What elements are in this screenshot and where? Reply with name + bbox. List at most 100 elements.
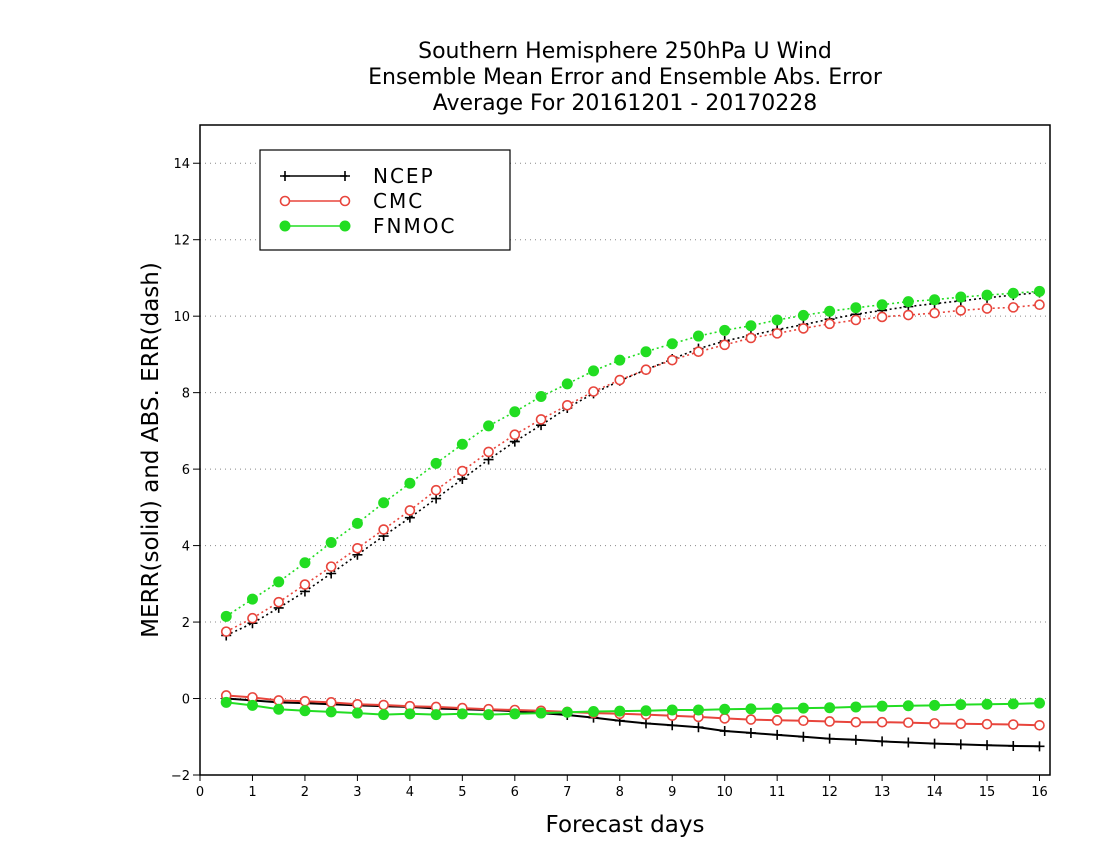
x-tick-label: 13	[874, 785, 891, 800]
fnmoc-abs-error-point	[509, 406, 521, 418]
fnmoc-mean-error-point	[1034, 697, 1046, 709]
cmc-mean-error-point	[1007, 719, 1019, 730]
chart-title: Southern Hemisphere 250hPa U Wind Ensemb…	[368, 39, 883, 116]
cmc-abs-error-point	[981, 303, 993, 314]
cmc-mean-error-point	[719, 713, 730, 724]
cmc-abs-error-point	[220, 626, 232, 637]
cmc-abs-error-point	[509, 429, 521, 441]
fnmoc-abs-error-point	[561, 378, 573, 390]
series-cmc	[220, 299, 1045, 731]
fnmoc-mean-error-point	[561, 706, 573, 718]
legend-marker-ncep	[340, 171, 350, 181]
fnmoc-mean-error-point	[902, 700, 914, 712]
fnmoc-abs-error-point	[902, 296, 914, 308]
fnmoc-mean-error-point	[666, 704, 678, 716]
fnmoc-abs-error-point	[483, 420, 495, 432]
cmc-abs-error-point	[693, 346, 704, 358]
legend-marker-cmc	[339, 195, 351, 207]
cmc-abs-error-point	[955, 305, 967, 316]
cmc-abs-error-point	[850, 314, 862, 326]
x-tick-label: 3	[353, 785, 361, 800]
fnmoc-abs-error-point	[325, 537, 337, 549]
cmc-abs-error-point	[640, 364, 652, 376]
cmc-abs-error-point	[876, 311, 888, 323]
cmc-mean-error-point	[981, 718, 993, 730]
fnmoc-abs-error-point	[614, 354, 626, 366]
x-tick-label: 5	[458, 785, 466, 800]
ncep-mean-error-point	[1034, 741, 1045, 752]
cmc-mean-error-point	[929, 718, 940, 729]
x-tick-label: 16	[1031, 785, 1048, 800]
fnmoc-abs-error-point	[220, 610, 232, 622]
fnmoc-abs-error-point	[929, 294, 941, 306]
cmc-abs-error-point	[430, 484, 442, 496]
cmc-abs-error-point	[588, 386, 599, 397]
fnmoc-abs-error-point	[378, 497, 390, 509]
legend-box	[259, 149, 511, 251]
fnmoc-abs-error-point	[430, 457, 442, 469]
cmc-abs-error-point	[771, 328, 783, 339]
fnmoc-mean-error-point	[929, 699, 941, 711]
cmc-abs-error-point	[1007, 302, 1019, 313]
x-tick-label: 0	[196, 785, 204, 800]
cmc-abs-error-point	[824, 318, 835, 330]
fnmoc-mean-error-point	[483, 709, 495, 721]
ncep-abs-error-line	[225, 291, 1040, 637]
ncep-mean-error-point	[693, 722, 704, 733]
fnmoc-mean-error-point	[220, 696, 232, 708]
fnmoc-abs-error-point	[771, 314, 783, 326]
fnmoc-abs-error-point	[273, 576, 285, 588]
ncep-mean-error-point	[772, 729, 783, 740]
legend-marker-fnmoc	[339, 220, 351, 232]
legend-label-fnmoc: FNMOC	[373, 214, 456, 238]
ncep-mean-error-point	[745, 727, 756, 738]
fnmoc-abs-error-point	[824, 305, 836, 317]
x-tick-label: 14	[926, 785, 943, 800]
fnmoc-mean-error-point	[378, 709, 390, 721]
y-tick-label: 14	[173, 157, 190, 172]
legend-marker-ncep	[280, 171, 290, 181]
fnmoc-abs-error-point	[797, 309, 809, 321]
cmc-abs-error-point	[903, 309, 914, 321]
ncep-mean-error-point	[903, 737, 914, 748]
fnmoc-mean-error-point	[797, 702, 809, 714]
ncep-mean-error-point	[877, 736, 888, 747]
cmc-abs-error-point	[457, 465, 468, 477]
fnmoc-abs-error-point	[981, 289, 993, 301]
cmc-mean-error-point	[850, 716, 862, 728]
cmc-mean-error-point	[273, 695, 285, 706]
fnmoc-abs-error-point	[1007, 287, 1019, 299]
cmc-abs-error-point	[614, 374, 626, 386]
cmc-abs-error-point	[299, 579, 311, 590]
fnmoc-mean-error-point	[456, 708, 468, 720]
cmc-mean-error-point	[824, 716, 835, 727]
cmc-abs-error-point	[929, 307, 940, 319]
fnmoc-abs-error-point	[1034, 285, 1046, 297]
cmc-mean-error-point	[771, 715, 783, 726]
x-tick-label: 1	[248, 785, 256, 800]
y-tick-label: 6	[182, 463, 190, 478]
cmc-abs-error-point	[404, 505, 416, 516]
x-tick-label: 2	[301, 785, 309, 800]
fnmoc-mean-error-point	[876, 700, 888, 712]
x-tick-label: 11	[769, 785, 786, 800]
y-axis-label: MERR(solid) and ABS. ERR(dash)	[138, 262, 164, 638]
ncep-mean-error-point	[955, 739, 966, 750]
x-tick-label: 6	[511, 785, 519, 800]
y-tick-label: −2	[171, 769, 190, 784]
fnmoc-mean-error-point	[246, 699, 258, 711]
ncep-mean-error-point	[1008, 740, 1019, 751]
title-line-1: Southern Hemisphere 250hPa U Wind	[418, 39, 832, 64]
ncep-mean-error-point	[798, 731, 809, 742]
cmc-abs-error-point	[719, 339, 730, 351]
fnmoc-abs-error-point	[351, 517, 363, 529]
fnmoc-abs-error-line	[225, 290, 1040, 617]
fnmoc-mean-error-point	[299, 705, 311, 717]
plot-area-frame	[199, 124, 1051, 776]
ncep-mean-error-point	[982, 740, 993, 751]
fnmoc-abs-error-point	[745, 320, 757, 332]
x-tick-label: 15	[979, 785, 996, 800]
fnmoc-mean-error-point	[325, 706, 337, 718]
